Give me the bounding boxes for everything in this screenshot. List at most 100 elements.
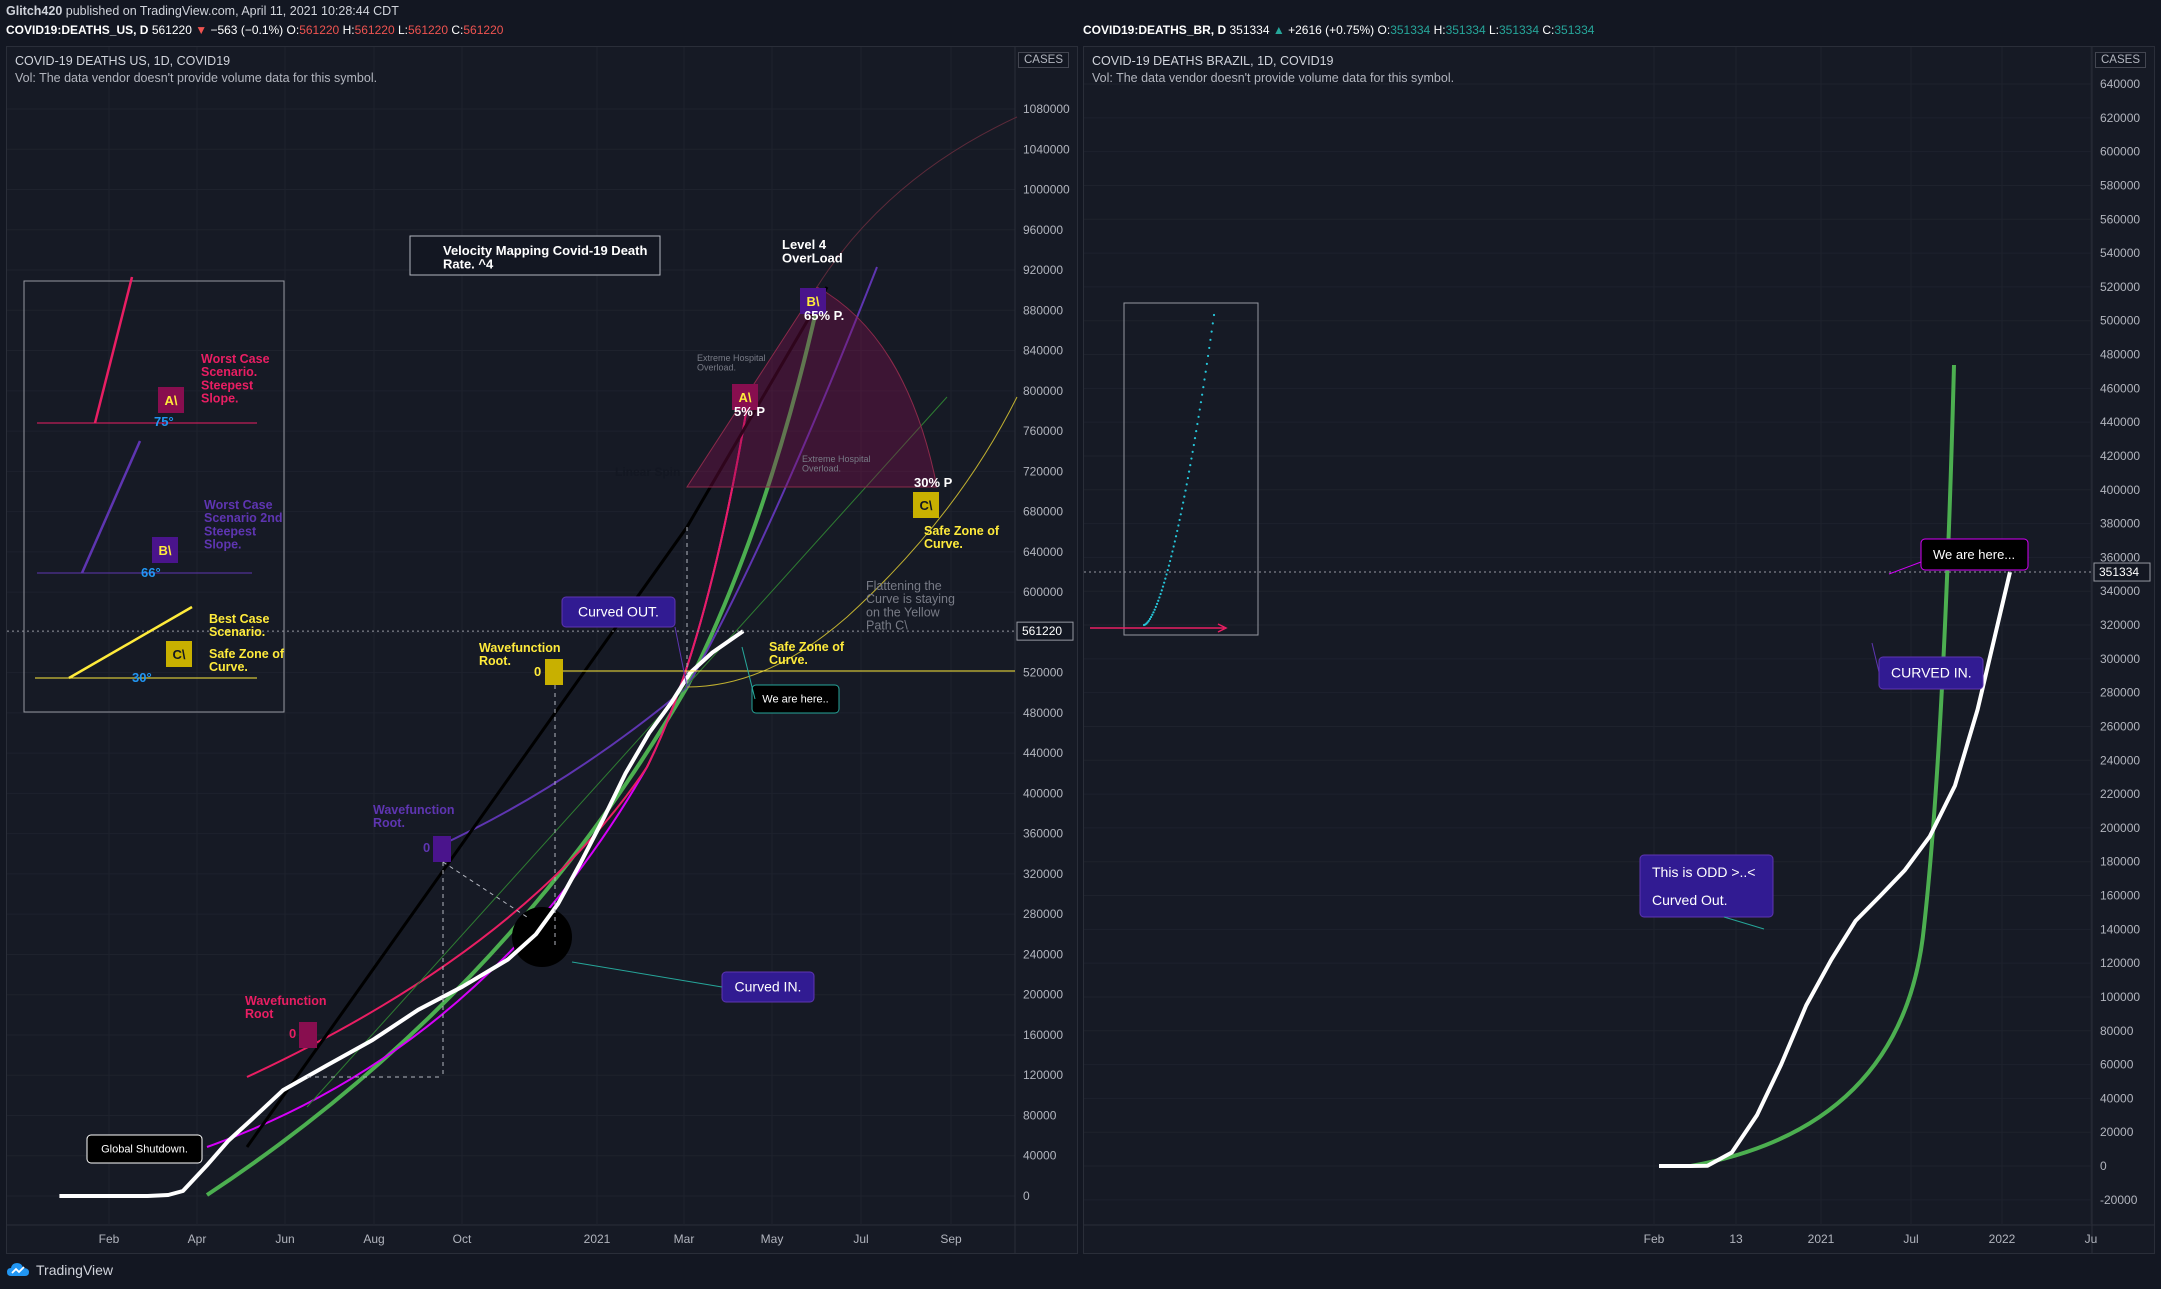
chart-subtitle: Vol: The data vendor doesn't provide vol… (15, 71, 378, 85)
annotation-line: Curve. (769, 653, 808, 667)
curve-green (1690, 364, 1956, 1168)
x-tick-label: May (761, 1232, 784, 1246)
close-value: 561220 (463, 23, 504, 37)
scale-unit-tag[interactable]: CASES (2095, 52, 2146, 68)
annotation-text: Worst Case Scenario. Steepest Slope. (201, 352, 270, 405)
inset-dot (1161, 585, 1165, 588)
inset-dot (1152, 611, 1155, 614)
x-tick-label: 13 (1729, 1232, 1743, 1246)
inset-dot (1170, 555, 1173, 558)
inset-dot (1198, 408, 1201, 411)
y-tick-label: 400000 (1023, 786, 1063, 800)
callout-pointer (741, 646, 756, 700)
symbol-name[interactable]: COVID19:DEATHS_BR, D (1083, 23, 1227, 37)
y-tick-label: 580000 (2100, 178, 2140, 192)
inset-dot (1172, 545, 1175, 548)
inset-dot (1169, 559, 1172, 563)
y-tick-label: 560000 (2100, 212, 2140, 226)
publish-info: Glitch420 published on TradingView.com, … (6, 4, 399, 18)
legend-b-line (80, 440, 142, 574)
x-tick-label: Aug (363, 1232, 384, 1246)
chart-panel-us[interactable]: 0 40000 80000 120000 160000 200000 240000 28000… (6, 46, 1078, 1254)
annotation-line: Worst Case (204, 498, 273, 512)
y-tick-label: 200000 (2100, 821, 2140, 835)
last-value-tag-box (2093, 562, 2151, 582)
legend-a-line (93, 276, 134, 424)
inset-dot (1212, 313, 1216, 317)
annotation-text: Flattening the Curve is staying on the Yel… (866, 579, 955, 632)
callout-text: We are here.. (762, 694, 828, 706)
y-tick-label: 800000 (1023, 384, 1063, 398)
y-tick-label: 440000 (1023, 746, 1063, 760)
inset-dot (1173, 540, 1176, 543)
inset-dot (1178, 518, 1181, 522)
y-tick-label: 760000 (1023, 424, 1063, 438)
marker-box (800, 288, 826, 314)
y-tick-label: 0 (1023, 1189, 1030, 1203)
symbol-name[interactable]: COVID19:DEATHS_US, D (6, 23, 149, 37)
angle-label: 75° (154, 414, 174, 429)
inset-dot (1176, 529, 1179, 533)
callout-text: Curved Out. (1652, 892, 1727, 908)
chart-title: COVID-19 DEATHS BRAZIL, 1D, COVID19 (1092, 54, 1334, 68)
chart-svg-br[interactable]: -20000 0 20000 40000 60000 80000 100000 120000 1… (1084, 47, 2154, 1253)
x-tick-label: Feb (99, 1232, 120, 1246)
x-tick-label: Apr (188, 1232, 207, 1246)
annotation-text: Wavefunction Root. (479, 641, 560, 668)
chart-svg-us[interactable]: 0 40000 80000 120000 160000 200000 240000 28000… (7, 47, 1077, 1253)
callout-box (1920, 538, 2029, 571)
c-label: C: (451, 23, 464, 37)
inset-dot (1159, 592, 1162, 596)
marker-box (166, 641, 192, 667)
change-value: −563 (−0.1%) (210, 23, 284, 37)
symbol-info-br: COVID19:DEATHS_BR, D 351334 ▲ +2616 (+0.… (1083, 23, 1594, 37)
y-tick-label: 1080000 (1023, 102, 1070, 116)
y-tick-label: 60000 (2100, 1058, 2134, 1072)
annotation-text: Best Case Scenario. (209, 612, 269, 639)
annotation-line: Curve is staying (866, 592, 955, 606)
y-tick-label: 680000 (1023, 505, 1063, 519)
annotation-line: Worst Case (201, 352, 270, 366)
tradingview-logo[interactable]: TradingView (6, 1262, 113, 1278)
l-label: L: (1488, 23, 1499, 37)
y-tick-label: 300000 (2100, 652, 2140, 666)
chart-panel-br[interactable]: -20000 0 20000 40000 60000 80000 100000 120000 1… (1083, 46, 2155, 1254)
inset-dot (1165, 573, 1168, 576)
inset-dot (1158, 596, 1161, 599)
inset-dot (1205, 362, 1208, 365)
marker-label: C\ (173, 647, 186, 662)
inset-dot (1201, 393, 1204, 396)
y-tick-label: 40000 (1023, 1149, 1057, 1163)
annotation-text: Extreme Hospital Overload. (697, 353, 766, 372)
angle-label: 5% P (734, 404, 765, 419)
inset-dot (1192, 443, 1195, 447)
annotation-line: Curve. (924, 537, 963, 551)
annotation-text: Worst Case Scenario 2nd Steepest Slope. (204, 498, 283, 551)
inset-arrowhead (1217, 623, 1228, 633)
annotation-text: Wavefunction Root. (373, 803, 454, 830)
marker-label: B\ (807, 294, 820, 309)
y-tick-label: 80000 (2100, 1024, 2134, 1038)
y-tick-label: 100000 (2100, 990, 2140, 1004)
close-value: 351334 (1554, 23, 1595, 37)
y-tick-label: 360000 (1023, 827, 1063, 841)
price-line-br (1659, 571, 2012, 1168)
angle-label: 30° (132, 670, 152, 685)
y-tick-label: 140000 (2100, 922, 2140, 936)
annotation-line: Safe Zone of (769, 640, 845, 654)
inset-dot (1182, 501, 1185, 504)
y-tick-label: 460000 (2100, 381, 2140, 395)
inset-dot (1153, 608, 1156, 611)
h-label: H: (342, 23, 355, 37)
y-tick-label: 500000 (2100, 314, 2140, 328)
y-tick-label: 640000 (1023, 545, 1063, 559)
inset-dot (1186, 476, 1189, 480)
author-name[interactable]: Glitch420 (6, 4, 63, 18)
inset-dot (1154, 605, 1157, 608)
x-tick-label: Jul (853, 1232, 868, 1246)
y-tick-label: 0 (2100, 1159, 2107, 1173)
y-tick-label: 520000 (2100, 280, 2140, 294)
scale-unit-tag[interactable]: CASES (1018, 52, 1069, 68)
inset-dot (1196, 422, 1199, 426)
upper-arc (816, 116, 1018, 288)
